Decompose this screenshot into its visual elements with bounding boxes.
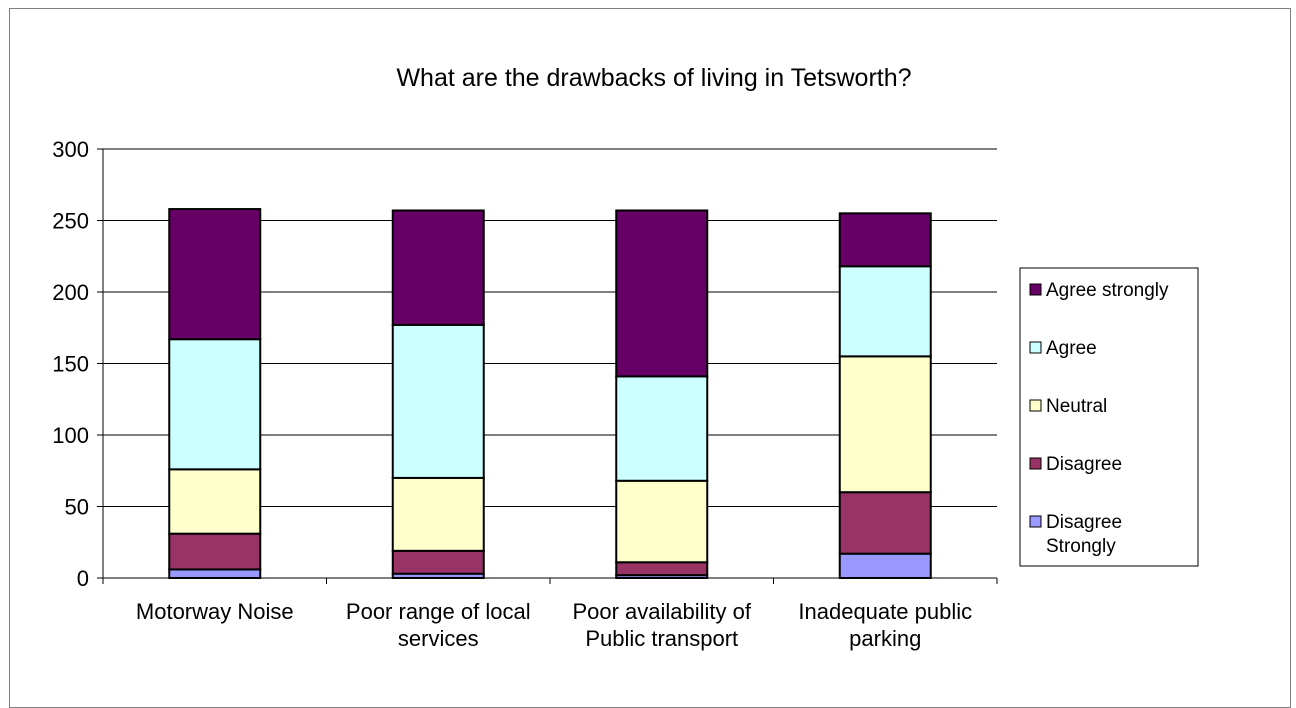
bar-segment [838, 355, 932, 494]
legend-swatch [1029, 283, 1042, 296]
bar-segment [391, 323, 485, 479]
x-tick-label: Motorway Noise [136, 599, 294, 624]
bar-segment [391, 209, 485, 326]
bar-segment [838, 552, 932, 580]
legend-label: Disagree [1046, 512, 1122, 533]
x-tick-label: Poor availability of [572, 599, 751, 624]
bar-segment [615, 375, 709, 482]
legend-label: Strongly [1046, 536, 1116, 557]
legend: Agree strongly Agree Neutral Disagree Disagr… [1019, 267, 1199, 567]
legend-label: Neutral [1046, 396, 1107, 417]
bar-segment [615, 209, 709, 378]
bar-segment [168, 338, 262, 471]
plot-area: 0 50 100 150 200 250 300 Motorway Noise Poor ran… [52, 137, 998, 651]
bar-segment [391, 549, 485, 575]
y-tick-label: 250 [52, 209, 89, 234]
y-tick-label: 50 [65, 495, 89, 520]
legend-swatch [1029, 399, 1042, 412]
bar-segment [838, 265, 932, 358]
bar-segment [838, 212, 932, 268]
legend-box [1019, 267, 1199, 567]
bar-segment [615, 479, 709, 564]
legend-label: Agree [1046, 338, 1097, 359]
legend-swatch [1029, 341, 1042, 354]
legend-label: Disagree [1046, 454, 1122, 475]
y-tick-label: 200 [52, 280, 89, 305]
y-tick-label: 100 [52, 423, 89, 448]
bar-segment [615, 561, 709, 577]
bar-segment [168, 532, 262, 571]
x-tick-label: parking [849, 626, 921, 651]
bar-segment [168, 208, 262, 341]
y-tick-label: 0 [77, 566, 89, 591]
chart-title: What are the drawbacks of living in Tets… [396, 64, 911, 92]
bar-segment [838, 491, 932, 555]
bar-segment [391, 476, 485, 552]
bar-segment [168, 468, 262, 535]
bar-segment [168, 568, 262, 579]
legend-swatch [1029, 457, 1042, 470]
legend-swatch [1029, 515, 1042, 528]
y-tick-label: 150 [52, 352, 89, 377]
x-tick-label: Public transport [585, 626, 738, 651]
x-tick-label: Poor range of local [346, 599, 531, 624]
x-tick-label: Inadequate public [798, 599, 972, 624]
x-tick-label: services [398, 626, 479, 651]
chart-svg: What are the drawbacks of living in Tets… [52, 64, 1199, 651]
legend-label: Agree strongly [1046, 280, 1169, 301]
y-tick-label: 300 [52, 137, 89, 162]
